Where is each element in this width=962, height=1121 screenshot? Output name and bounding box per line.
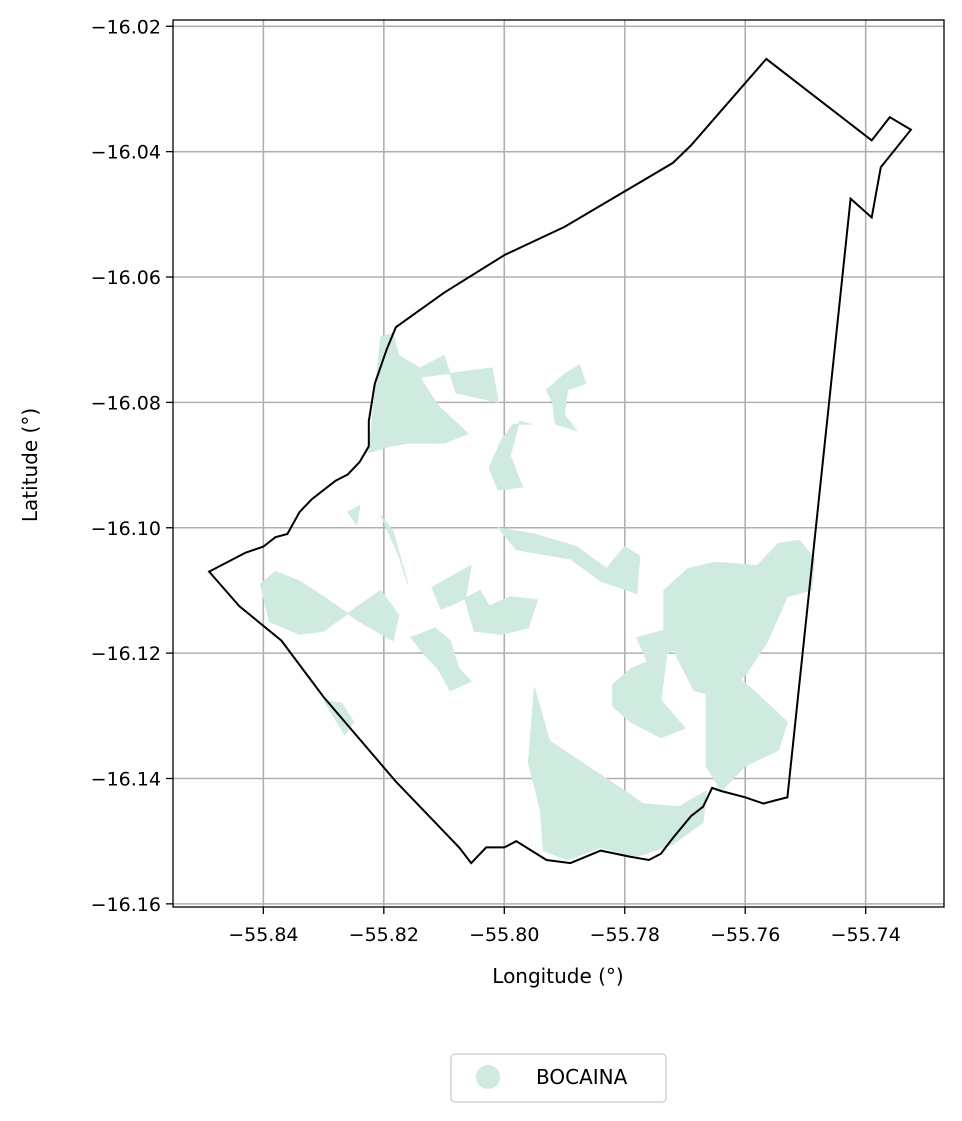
municipality-boundary (207, 57, 913, 865)
y-axis-label: Latitude (°) (18, 408, 42, 522)
y-tick-label: −16.16 (91, 894, 161, 916)
y-tick-label: −16.08 (91, 392, 161, 414)
legend-marker (476, 1065, 500, 1089)
grid-lines (173, 20, 944, 907)
bocaina-area (488, 420, 532, 491)
bocaina-area (636, 627, 788, 792)
bocaina-area (545, 364, 587, 432)
legend-box (450, 1053, 667, 1103)
y-axis-ticks: −16.02 −16.04 −16.06 −16.08 −16.10 −16.12 −16.… (91, 16, 173, 916)
bocaina-features (259, 332, 816, 861)
x-tick-label: −55.84 (228, 924, 298, 946)
bocaina-area (612, 652, 686, 739)
y-tick-label: −16.10 (91, 518, 161, 540)
x-axis-ticks: −55.84 −55.82 −55.80 −55.78 −55.76 −55.74 (228, 907, 901, 946)
bocaina-area (497, 527, 641, 595)
bocaina-area (368, 332, 499, 454)
y-tick-label: −16.02 (91, 16, 161, 38)
legend: BOCAINA (450, 1053, 667, 1103)
x-tick-label: −55.82 (349, 924, 419, 946)
bocaina-area (346, 504, 361, 526)
x-tick-label: −55.76 (710, 924, 780, 946)
x-axis-label: Longitude (°) (492, 964, 623, 988)
bocaina-area (259, 571, 400, 642)
bocaina-area (322, 699, 355, 736)
x-tick-label: −55.80 (469, 924, 539, 946)
y-tick-label: −16.04 (91, 142, 161, 164)
bocaina-area (410, 627, 473, 692)
x-tick-label: −55.74 (831, 924, 901, 946)
y-tick-label: −16.12 (91, 643, 161, 665)
plot-frame (172, 19, 945, 908)
bocaina-area (380, 514, 409, 585)
x-tick-label: −55.78 (590, 924, 660, 946)
y-tick-label: −16.14 (91, 768, 161, 790)
plot-area (172, 19, 945, 908)
bocaina-area (431, 564, 539, 635)
bocaina-area (527, 687, 707, 861)
legend-label: BOCAINA (536, 1065, 628, 1089)
y-tick-label: −16.06 (91, 267, 161, 289)
